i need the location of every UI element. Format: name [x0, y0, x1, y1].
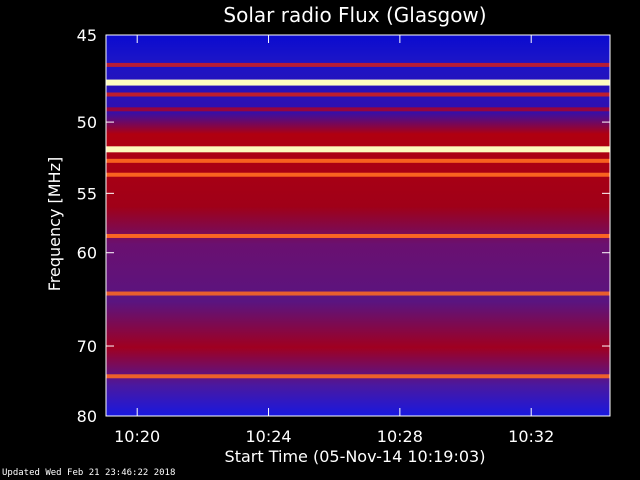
- emission-band: [106, 172, 610, 177]
- y-axis-label: Frequency [MHz]: [45, 157, 64, 291]
- x-axis-label: Start Time (05-Nov-14 10:19:03): [225, 447, 486, 466]
- y-axis: 45 50 55 60 70 80: [77, 26, 610, 426]
- y-tick-label: 45: [77, 26, 97, 45]
- x-tick-label: 10:32: [508, 427, 554, 446]
- plot-frame: [105, 34, 611, 417]
- y-tick-label: 60: [77, 244, 97, 263]
- y-tick-label: 80: [77, 407, 97, 426]
- emission-band: [106, 107, 610, 112]
- plot-area: [105, 34, 611, 417]
- x-axis: 10:20 10:24 10:28 10:32: [114, 35, 554, 446]
- chart-title: Solar radio Flux (Glasgow): [223, 3, 486, 27]
- emission-band: [106, 158, 610, 163]
- emission-band: [106, 374, 610, 379]
- y-tick-label: 70: [77, 337, 97, 356]
- updated-timestamp: Updated Wed Feb 21 23:46:22 2018: [2, 468, 176, 478]
- x-tick-label: 10:20: [114, 427, 160, 446]
- spectrogram-background: [106, 35, 610, 416]
- emission-band: [106, 62, 610, 67]
- y-tick-label: 55: [77, 184, 97, 203]
- emission-band: [106, 233, 610, 238]
- emission-band: [106, 92, 610, 97]
- emission-band: [106, 146, 610, 153]
- y-tick-label: 50: [77, 113, 97, 132]
- emission-band: [106, 79, 610, 86]
- emission-band: [106, 291, 610, 296]
- x-tick-label: 10:24: [245, 427, 291, 446]
- x-tick-label: 10:28: [377, 427, 423, 446]
